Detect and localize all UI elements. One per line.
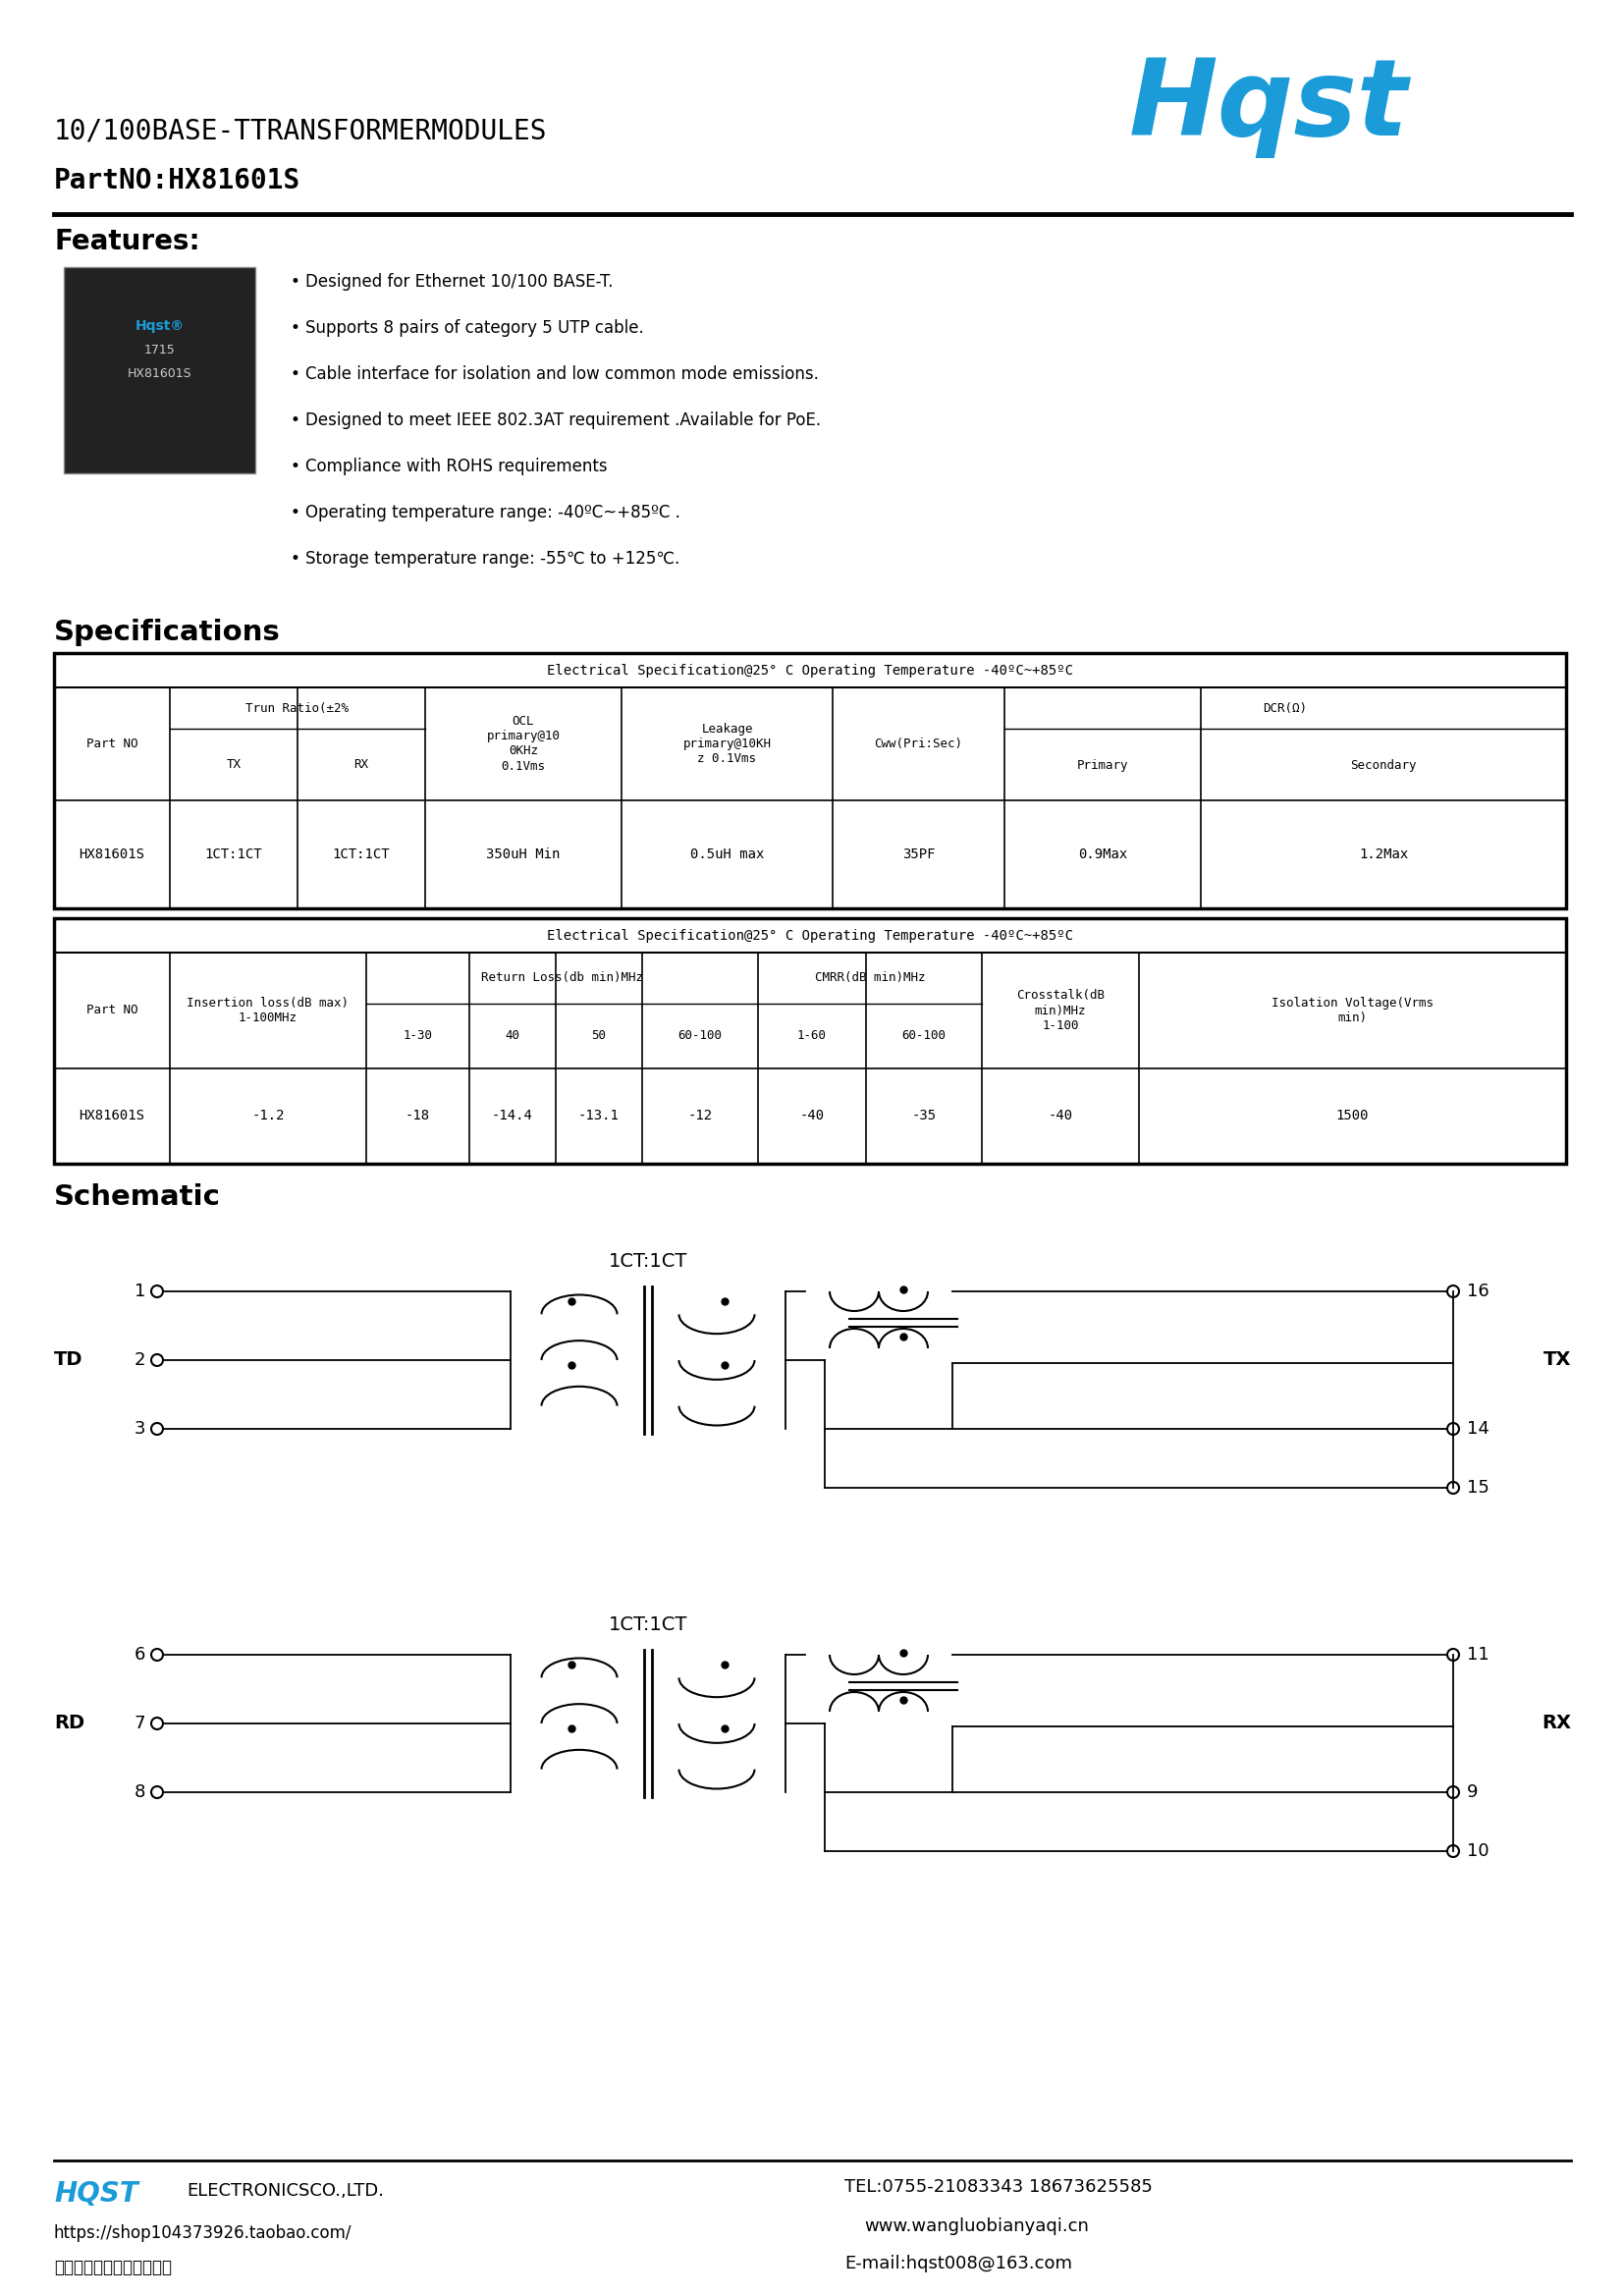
Bar [54,918,1566,1164]
Text: -40: -40 [1047,1109,1073,1123]
Text: Crosstalk(dB
min)MHz
1-100: Crosstalk(dB min)MHz 1-100 [1017,990,1104,1031]
Text: Primary: Primary [1077,758,1129,771]
Text: Cable interface for isolation and low common mode emissions.: Cable interface for isolation and low co… [305,365,818,383]
Text: 35PF: 35PF [901,847,935,861]
Text: -12: -12 [687,1109,713,1123]
Text: TX: TX [1543,1350,1570,1368]
Text: •: • [289,365,299,383]
Text: Cww(Pri:Sec): Cww(Pri:Sec) [874,737,963,751]
Text: Insertion loss(dB max)
1-100MHz: Insertion loss(dB max) 1-100MHz [187,996,349,1024]
Text: -40: -40 [799,1109,825,1123]
Text: Storage temperature range: -55℃ to +125℃.: Storage temperature range: -55℃ to +125℃… [305,551,680,567]
Text: 1CT:1CT: 1CT:1CT [609,1616,687,1635]
Text: 1-30: 1-30 [403,1029,432,1042]
Text: -14.4: -14.4 [492,1109,533,1123]
Text: •: • [289,411,299,429]
Text: 60-100: 60-100 [901,1029,947,1042]
Text: HX81601S: HX81601S [127,367,192,379]
Text: OCL
primary@10
0KHz
0.1Vms: OCL primary@10 0KHz 0.1Vms [487,716,560,771]
Text: 3: 3 [135,1419,145,1437]
Text: 1500: 1500 [1337,1109,1369,1123]
Text: -18: -18 [406,1109,430,1123]
Text: Designed to meet IEEE 802.3AT requirement .Available for PoE.: Designed to meet IEEE 802.3AT requiremen… [305,411,822,429]
Text: 7: 7 [135,1715,145,1731]
Text: Part NO: Part NO [86,737,138,751]
Text: •: • [289,273,299,292]
Text: Compliance with ROHS requirements: Compliance with ROHS requirements [305,457,607,475]
Text: Hqst®: Hqst® [135,319,184,333]
Text: 2: 2 [135,1352,145,1368]
Text: •: • [289,319,299,338]
Text: 1CT:1CT: 1CT:1CT [333,847,390,861]
Text: 1CT:1CT: 1CT:1CT [205,847,263,861]
Text: ELECTRONICSCO.,LTD.: ELECTRONICSCO.,LTD. [187,2181,383,2200]
Text: 1CT:1CT: 1CT:1CT [609,1251,687,1270]
Text: -1.2: -1.2 [252,1109,284,1123]
Text: Operating temperature range: -40ºC~+85ºC .: Operating temperature range: -40ºC~+85ºC… [305,503,680,521]
Text: Features:: Features: [54,227,200,255]
Text: Isolation Voltage(Vrms
min): Isolation Voltage(Vrms min) [1272,996,1434,1024]
Text: 40: 40 [505,1029,520,1042]
Text: 11: 11 [1466,1646,1489,1665]
Text: Designed for Ethernet 10/100 BASE-T.: Designed for Ethernet 10/100 BASE-T. [305,273,614,292]
Text: 15: 15 [1466,1479,1489,1497]
Text: Secondary: Secondary [1350,758,1416,771]
Text: •: • [289,503,299,521]
Text: HQST: HQST [54,2181,138,2209]
Text: -35: -35 [911,1109,937,1123]
Text: Specifications: Specifications [54,618,281,645]
Text: •: • [289,551,299,567]
Text: 10: 10 [1466,1841,1489,1860]
Text: 10/100BASE-TTRANSFORMERMODULES: 10/100BASE-TTRANSFORMERMODULES [54,117,547,145]
Text: HX81601S: HX81601S [80,847,145,861]
Text: 50: 50 [591,1029,606,1042]
Text: Hqst: Hqst [1129,55,1408,158]
Text: 1.2Max: 1.2Max [1359,847,1408,861]
Text: Electrical Specification@25° C Operating Temperature -40ºC~+85ºC: Electrical Specification@25° C Operating… [547,664,1073,677]
Text: 1: 1 [135,1283,145,1300]
Text: Electrical Specification@25° C Operating Temperature -40ºC~+85ºC: Electrical Specification@25° C Operating… [547,928,1073,941]
Text: E-mail:hqst008@163.com: E-mail:hqst008@163.com [844,2255,1072,2273]
Text: 0.5uH max: 0.5uH max [690,847,763,861]
Text: Part NO: Part NO [86,1003,138,1017]
Text: 6: 6 [135,1646,145,1665]
Text: Leakage
primary@10KH
z 0.1Vms: Leakage primary@10KH z 0.1Vms [682,723,771,765]
Text: 1715: 1715 [145,344,175,356]
Text: -13.1: -13.1 [578,1109,619,1123]
Text: TD: TD [54,1350,83,1368]
Text: TX: TX [226,758,240,771]
Text: Schematic: Schematic [54,1182,221,1210]
Text: 石门盈盛电子科技有限公司: 石门盈盛电子科技有限公司 [54,2259,172,2275]
Text: Return Loss(db min)MHz: Return Loss(db min)MHz [481,971,643,985]
Text: 16: 16 [1466,1283,1489,1300]
Text: www.wangluobianyaqi.cn: www.wangluobianyaqi.cn [864,2218,1088,2234]
Text: •: • [289,457,299,475]
Text: RD: RD [54,1715,84,1733]
Text: TEL:0755-21083343 18673625585: TEL:0755-21083343 18673625585 [844,2179,1153,2195]
Text: 350uH Min: 350uH Min [486,847,560,861]
Text: https://shop104373926.taobao.com/: https://shop104373926.taobao.com/ [54,2225,352,2241]
Text: 14: 14 [1466,1419,1489,1437]
Text: 8: 8 [135,1784,145,1800]
Text: Supports 8 pairs of category 5 UTP cable.: Supports 8 pairs of category 5 UTP cable… [305,319,643,338]
Text: DCR(Ω): DCR(Ω) [1263,703,1307,714]
Bar [63,266,255,473]
Text: CMRR(dB min)MHz: CMRR(dB min)MHz [815,971,926,985]
Text: 1-60: 1-60 [797,1029,827,1042]
Text: HX81601S: HX81601S [80,1109,145,1123]
Text: 0.9Max: 0.9Max [1078,847,1127,861]
Bar [54,652,1566,909]
Text: 9: 9 [1466,1784,1478,1800]
Text: 60-100: 60-100 [677,1029,723,1042]
Text: RX: RX [354,758,369,771]
Text: Trun Ratio(±2%: Trun Ratio(±2% [245,703,349,714]
Text: RX: RX [1541,1715,1570,1733]
Text: PartNO:HX81601S: PartNO:HX81601S [54,168,300,195]
